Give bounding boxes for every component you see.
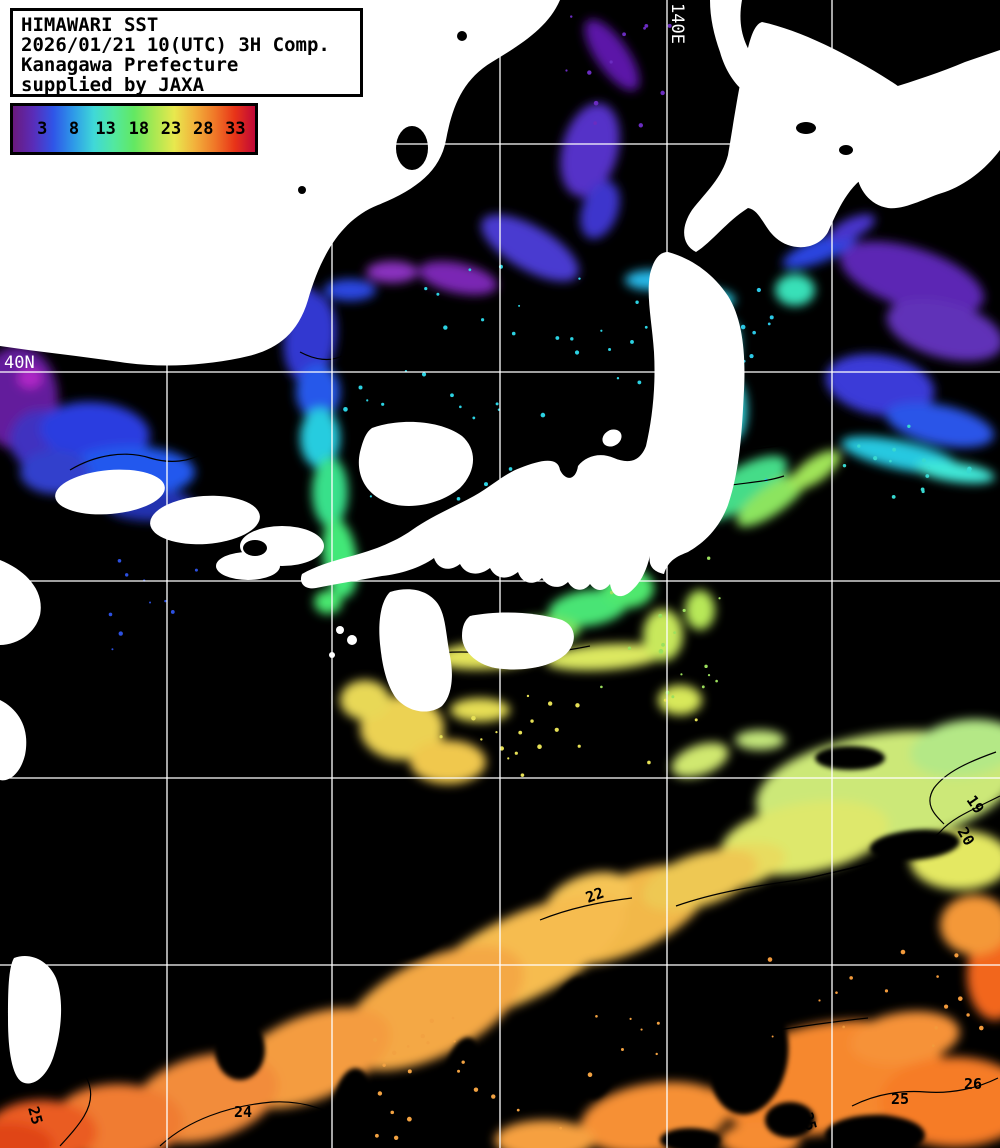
contour-label: 25 bbox=[24, 1104, 46, 1126]
colorbar-tick: 13 bbox=[95, 119, 116, 139]
latitude-grid-label: 40N bbox=[4, 353, 35, 373]
longitude-grid-label: 140E bbox=[667, 3, 687, 44]
product-title: HIMAWARI SST bbox=[21, 14, 159, 36]
product-datetime: 2026/01/21 10(UTC) 3H Comp. bbox=[21, 34, 330, 56]
colorbar-tick: 8 bbox=[68, 119, 80, 139]
colorbar-tick: 33 bbox=[225, 119, 246, 139]
contour-label: 25 bbox=[891, 1090, 909, 1108]
colorbar-tick: 18 bbox=[128, 119, 150, 139]
contour-label: 24 bbox=[234, 1103, 252, 1121]
temperature-colorbar: 3 8 13 18 23 28 33 bbox=[10, 103, 258, 155]
product-credit: supplied by JAXA bbox=[21, 74, 205, 96]
contour-label: 26 bbox=[964, 1075, 982, 1093]
contour-label: 25 bbox=[798, 1110, 820, 1132]
colorbar-tick: 23 bbox=[160, 119, 182, 139]
product-region: Kanagawa Prefecture bbox=[21, 54, 239, 76]
land-terrain-spots bbox=[243, 31, 853, 556]
title-box: HIMAWARI SST 2026/01/21 10(UTC) 3H Comp.… bbox=[10, 8, 363, 97]
sst-nodata-gaps bbox=[215, 746, 960, 1148]
colorbar-tick: 28 bbox=[192, 119, 214, 139]
contour-label: 22 bbox=[583, 884, 606, 907]
colorbar-tick: 3 bbox=[37, 119, 48, 139]
sst-field-layer bbox=[0, 19, 1000, 1148]
